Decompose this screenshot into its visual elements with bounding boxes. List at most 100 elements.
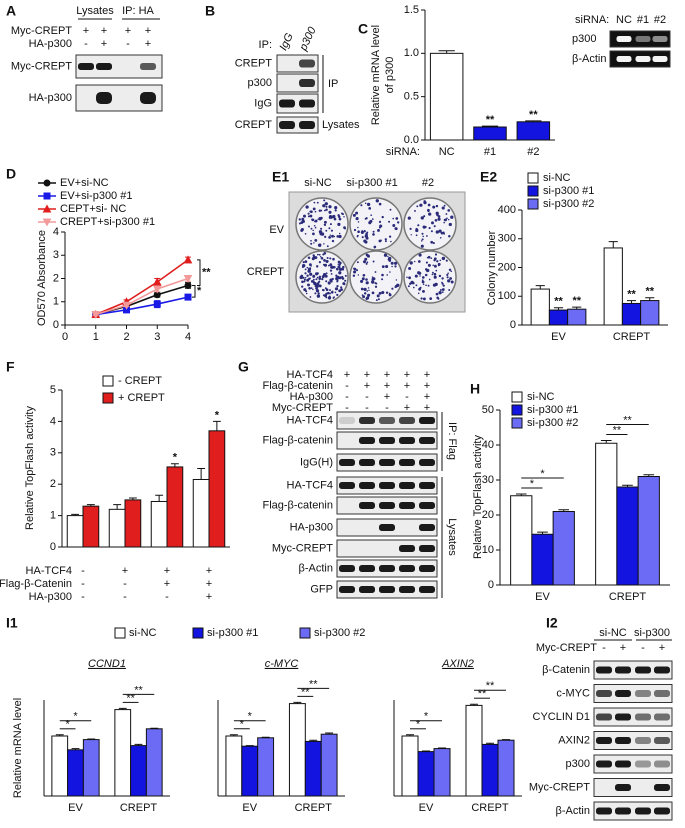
colony: [341, 267, 345, 271]
colony: [316, 294, 321, 298]
side-label: Lysates: [446, 518, 458, 556]
bar: [640, 300, 660, 326]
colony: [374, 285, 378, 288]
colony: [368, 207, 372, 210]
colony: [368, 289, 370, 292]
colony: [417, 292, 420, 295]
band: [359, 565, 375, 572]
colony: [360, 279, 364, 283]
colony: [376, 294, 380, 298]
colony: [417, 224, 420, 227]
row-label: HA-p300: [290, 521, 333, 533]
colony: [314, 226, 317, 229]
marker: [152, 285, 162, 294]
colony: [371, 291, 375, 295]
axis-title: Relative mRNA level: [370, 25, 382, 125]
bar: [241, 745, 259, 797]
blot-frame: [75, 54, 163, 79]
colony: [435, 269, 438, 272]
band: [596, 713, 612, 721]
colony: [320, 232, 325, 236]
colony: [357, 274, 360, 276]
error-bar: [86, 504, 95, 507]
error-bar: [71, 748, 80, 750]
colony: [337, 265, 341, 269]
bar: [497, 739, 515, 797]
band: [419, 437, 435, 444]
row-label: HA-p300: [29, 92, 72, 104]
colony: [428, 227, 431, 230]
band: [140, 92, 156, 104]
significance: *: [215, 409, 220, 421]
colony: [378, 226, 381, 229]
column-label: #2: [422, 177, 434, 189]
colony: [441, 288, 445, 291]
band: [596, 666, 612, 674]
colony: [327, 281, 331, 285]
band: [359, 586, 375, 593]
band: [379, 586, 395, 593]
colony: [308, 267, 311, 271]
colony: [429, 297, 433, 300]
marker: [153, 300, 161, 308]
colony: [371, 280, 375, 284]
band: [379, 482, 395, 489]
error-bar: [197, 468, 206, 480]
condition-sign: -: [81, 578, 85, 590]
colony: [329, 257, 332, 260]
lane-label: IgG: [277, 31, 296, 53]
error-bar: [406, 734, 414, 736]
colony: [325, 205, 328, 208]
colony: [381, 273, 384, 277]
colony: [341, 275, 344, 279]
significance: *: [530, 478, 535, 490]
colony: [327, 291, 330, 295]
colony: [312, 288, 314, 291]
colony: [384, 238, 387, 241]
condition-sign: -: [602, 642, 606, 654]
colony: [313, 201, 316, 204]
colony: [448, 268, 452, 272]
colony: [338, 267, 343, 271]
row-label: CREPT: [235, 119, 273, 131]
condition-sign: +: [206, 565, 212, 577]
significance: **: [478, 688, 487, 700]
colony: [416, 205, 419, 208]
condition-sign: -: [641, 642, 645, 654]
band: [419, 482, 435, 489]
panel-letter: F: [6, 359, 15, 375]
error-bar: [502, 739, 510, 741]
condition-sign: +: [404, 380, 410, 392]
colony: [370, 214, 373, 217]
colony: [309, 272, 313, 276]
colony: [390, 240, 392, 243]
band: [652, 36, 668, 42]
error-bar: [438, 50, 455, 54]
x-tick-label: #1: [484, 146, 496, 158]
colony: [422, 235, 424, 238]
legend-label: + CREPT: [118, 392, 165, 404]
colony: [421, 276, 425, 279]
bar: [257, 737, 275, 797]
colony: [417, 260, 421, 263]
band: [399, 565, 415, 572]
bar: [51, 735, 69, 797]
colony: [323, 243, 325, 245]
colony: [334, 291, 337, 294]
colony: [324, 209, 326, 212]
y-tick-label: 0: [488, 579, 494, 591]
condition-label: Myc-CREPT: [536, 642, 597, 654]
error-bar: [470, 703, 478, 706]
significance: **: [486, 114, 495, 126]
panel-letter: C: [358, 21, 368, 37]
band: [616, 56, 632, 62]
significance: **: [301, 686, 310, 698]
colony: [422, 283, 425, 286]
band: [615, 737, 631, 744]
colony: [396, 283, 400, 287]
colony: [418, 253, 422, 257]
colony: [435, 230, 439, 234]
colony: [312, 232, 315, 236]
column-label: si-p300 #1: [346, 177, 397, 189]
colony: [360, 230, 364, 234]
